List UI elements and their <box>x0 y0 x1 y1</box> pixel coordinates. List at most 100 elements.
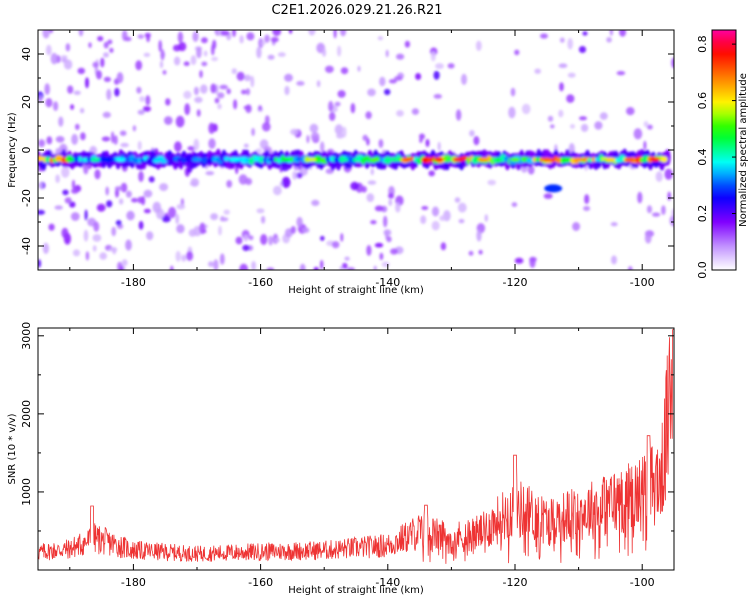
heatmap-cell <box>404 40 410 48</box>
heatmap-cell <box>61 166 70 178</box>
heatmap-cell <box>208 138 216 149</box>
heatmap-cell <box>550 124 555 129</box>
heatmap-cell <box>251 261 256 270</box>
heatmap-cell <box>105 186 109 196</box>
heatmap-cell <box>558 109 564 118</box>
heatmap-cell <box>119 265 124 270</box>
heatmap-cell <box>570 124 575 129</box>
heatmap-cell <box>379 252 384 261</box>
y-tick-label: 1000 <box>20 478 33 506</box>
heatmap-cell <box>374 242 384 248</box>
heatmap-cell <box>92 61 99 68</box>
heatmap-cell <box>511 202 518 208</box>
heatmap-cell <box>616 71 626 76</box>
heatmap-cell <box>652 212 661 217</box>
heatmap-cell <box>514 49 520 56</box>
heatmap-peak <box>306 157 317 162</box>
heatmap-cell <box>468 250 474 256</box>
heatmap-cell <box>77 67 86 75</box>
colorbar-tick-label: 0.6 <box>696 92 709 110</box>
heatmap-cell <box>383 229 392 236</box>
heatmap-cell <box>183 61 190 66</box>
heatmap-cell <box>337 45 342 57</box>
heatmap-cell <box>201 61 208 67</box>
heatmap-cell <box>142 106 151 112</box>
heatmap-cell <box>178 41 187 52</box>
heatmap-cell <box>337 90 346 98</box>
heatmap-cell <box>334 101 341 107</box>
heatmap-cell <box>109 47 114 53</box>
heatmap-cell <box>664 168 673 180</box>
heatmap-cell <box>65 43 71 52</box>
heatmap-cell <box>379 76 386 87</box>
heatmap-cell <box>264 34 270 43</box>
heatmap-peak <box>115 157 126 162</box>
heatmap-cell <box>643 140 647 150</box>
x-tick-label: -100 <box>630 576 655 589</box>
heatmap-cell <box>606 37 612 43</box>
heatmap-cell <box>170 265 174 270</box>
heatmap-cell <box>175 250 181 262</box>
heatmap-cell <box>208 261 214 267</box>
heatmap-cell <box>184 103 191 116</box>
heatmap-cell <box>113 135 118 145</box>
heatmap-cell <box>386 236 392 243</box>
heatmap-cell <box>473 136 480 146</box>
heatmap-cell <box>529 256 536 268</box>
heatmap-cell <box>131 197 138 203</box>
y-tick-label: 0 <box>20 147 33 154</box>
heatmap-cell <box>192 31 199 42</box>
heatmap-cell <box>232 30 236 37</box>
heatmap-cell <box>174 141 182 152</box>
heatmap-cell <box>48 223 55 231</box>
heatmap-cell <box>44 83 50 95</box>
heatmap-cell <box>396 53 405 60</box>
heatmap-cell <box>261 215 266 224</box>
heatmap-cell <box>328 100 334 112</box>
colorbar: 0.0 0.2 0.4 0.6 0.8 Normalized spectral ampl… <box>696 29 749 279</box>
heatmap-cell <box>245 104 252 114</box>
heatmap-cell <box>73 90 81 96</box>
heatmap-cell <box>61 227 69 239</box>
heatmap-cell <box>310 132 320 142</box>
heatmap-cell <box>350 103 356 114</box>
heatmap-cell <box>370 168 374 176</box>
heatmap-cell <box>325 65 334 74</box>
heatmap-peak <box>90 157 101 162</box>
heatmap-cell <box>96 203 106 212</box>
heatmap-cell <box>231 68 237 75</box>
heatmap-cell <box>175 213 180 225</box>
spectrogram-panel: -180 -160 -140 -120 -100 -40 -20 0 20 40 Height … <box>7 29 675 296</box>
heatmap-cell <box>284 73 293 82</box>
heatmap-cell <box>45 98 53 108</box>
heatmap-cell <box>431 206 440 217</box>
heatmap-cell <box>148 176 155 183</box>
heatmap-cell <box>145 95 151 106</box>
heatmap-cell <box>152 201 162 213</box>
heatmap-cell <box>394 76 403 81</box>
heatmap-cell <box>558 63 568 68</box>
heatmap-cell <box>421 206 429 210</box>
heatmap-cell <box>107 39 113 45</box>
heatmap-cell <box>196 47 202 59</box>
heatmap-cell <box>281 176 291 188</box>
heatmap-cell <box>211 56 219 62</box>
heatmap-cell <box>214 97 220 104</box>
heatmap-cell <box>455 109 462 121</box>
heatmap-cell <box>660 156 668 163</box>
heatmap-cell <box>72 249 81 257</box>
snr-x-axis-label: Height of straight line (km) <box>288 585 424 596</box>
heatmap-cell <box>377 36 383 41</box>
heatmap-cell <box>299 263 306 270</box>
heatmap-cell <box>187 146 196 151</box>
heatmap-cell <box>220 30 230 36</box>
heatmap-cell <box>333 30 337 39</box>
heatmap-cell <box>316 80 321 88</box>
heatmap-cell <box>425 139 430 147</box>
heatmap-cell <box>159 183 169 192</box>
heatmap-peak <box>433 157 444 162</box>
heatmap-cell <box>320 235 325 241</box>
heatmap-cell <box>118 198 124 205</box>
heatmap-cell <box>84 209 88 221</box>
heatmap-cell <box>193 138 200 151</box>
